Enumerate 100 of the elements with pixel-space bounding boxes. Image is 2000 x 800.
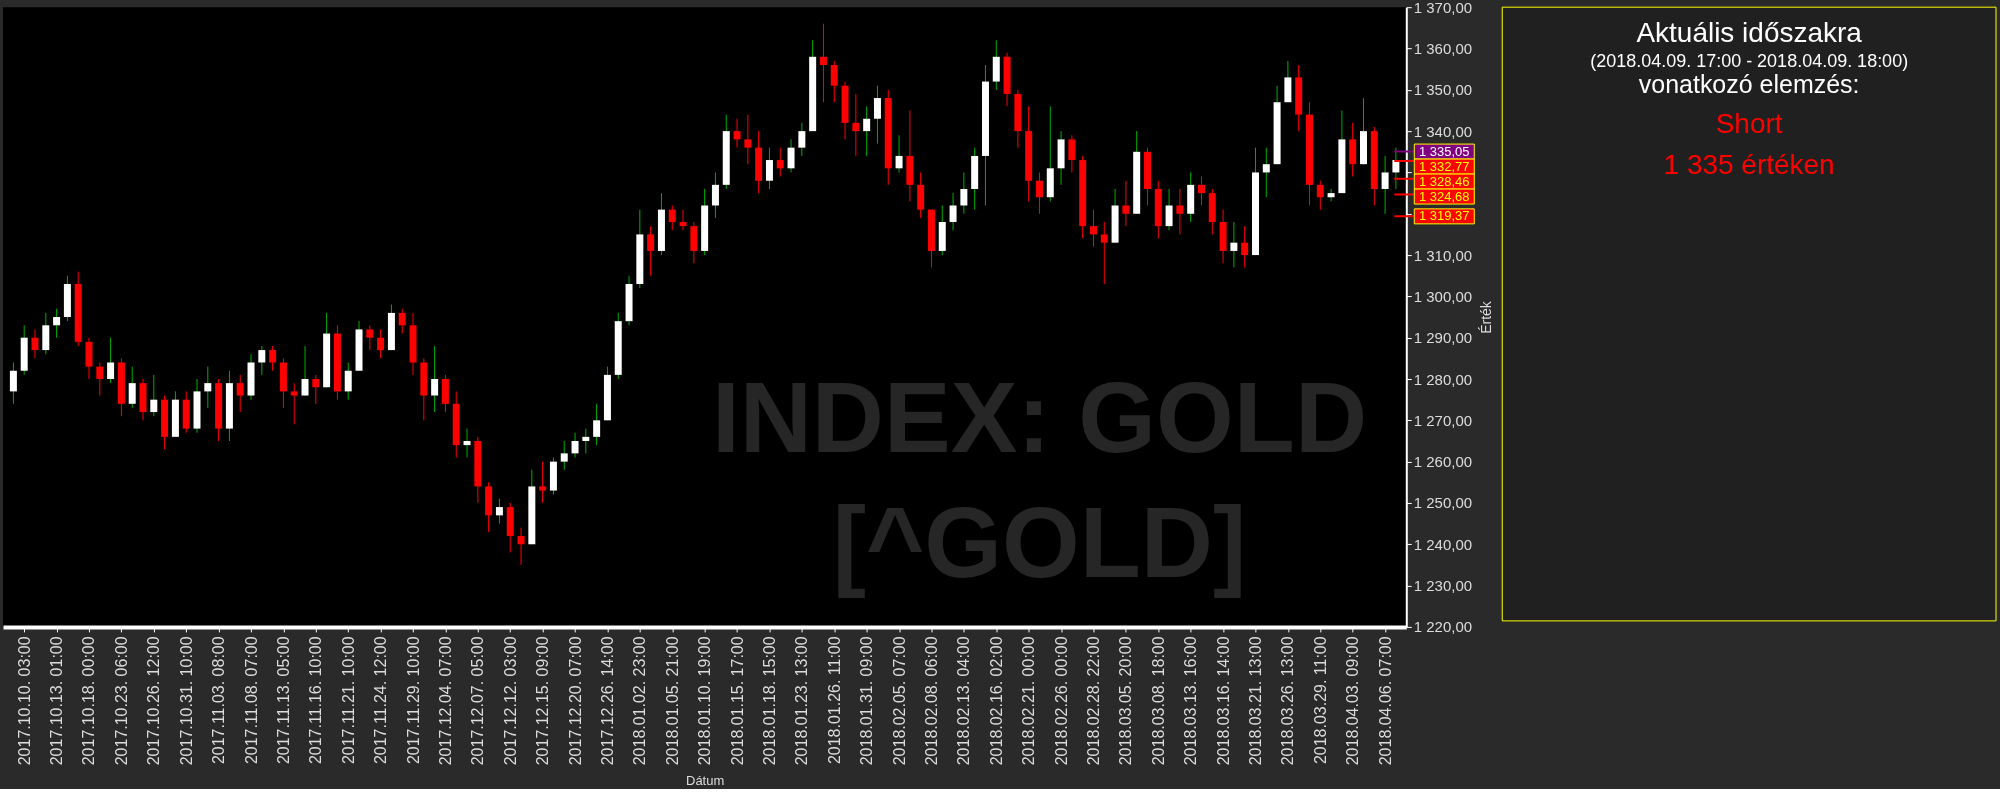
x-tick-label: 2017.12.12. 03:00 [501,636,519,766]
x-tick-label: 2017.12.20. 07:00 [566,636,584,766]
candlestick [1122,180,1130,227]
x-tick-label: 2017.10.26. 12:00 [145,636,163,766]
candlestick [960,171,968,215]
x-tick-label: 2018.03.21. 13:00 [1246,636,1264,766]
candlestick [819,23,827,103]
candlestick [204,366,212,409]
candlestick [258,345,266,376]
x-tick-label: 2018.04.06. 07:00 [1376,636,1394,766]
x-tick-label: 2018.01.31. 09:00 [858,636,876,766]
candlestick [290,382,298,425]
x-tick-label: 2018.03.16. 14:00 [1214,636,1232,766]
x-tick-label: 2018.01.05. 21:00 [663,636,681,766]
x-tick-label: 2017.11.29. 10:00 [404,636,422,765]
y-tick-label: 1 270,00 [1413,411,1473,429]
x-tick-label: 2017.11.03. 08:00 [210,636,228,765]
x-tick-label: 2017.10.18. 00:00 [80,636,98,766]
y-tick-label: 1 250,00 [1413,494,1473,512]
x-tick-label: 2018.02.28. 22:00 [1084,636,1102,766]
candlestick [431,345,439,413]
x-tick-label: 2018.03.08. 18:00 [1149,636,1167,766]
candlestick [668,204,676,231]
x-tick-label: 2017.12.04. 07:00 [436,636,454,766]
candlestick [236,374,244,413]
candlestick [269,345,277,372]
text: vonatkozó elemzés: [1638,70,1860,99]
x-tick-label: 2018.01.15. 17:00 [728,636,746,766]
candlestick [765,147,773,190]
candlestick [830,60,838,103]
candlestick [1100,221,1108,285]
x-tick-label: 2017.12.07. 05:00 [469,636,487,766]
y-axis-title: Érték [1478,300,1495,334]
x-axis-title: Dátum [686,773,725,789]
candlestick [517,527,525,566]
candlestick [366,324,374,351]
x-tick-label: 2017.12.15. 09:00 [534,636,552,766]
candlestick [776,147,784,178]
x-tick-label: 2018.01.26. 11:00 [825,636,843,765]
candlestick [107,337,115,384]
text: 1 335 értéken [1663,149,1835,181]
candlestick [798,122,806,157]
candlestick [1381,155,1389,215]
x-tick-label: 2017.10.13. 01:00 [48,636,66,766]
x-tick-label: 2017.10.10. 03:00 [15,636,33,766]
y-tick-label: 1 260,00 [1413,453,1473,471]
x-tick-label: 2018.02.26. 00:00 [1052,636,1070,766]
candlestick [895,134,903,173]
x-tick-label: 2017.12.26. 14:00 [598,636,616,766]
candlestick [787,138,795,173]
candlestick [711,171,719,219]
candlestick [1035,171,1043,215]
candlestick [571,432,579,458]
candlestick [582,428,590,454]
candlestick [96,361,104,397]
y-tick-label: 1 360,00 [1413,40,1473,57]
ref-line-label: 1 319,37 [1419,208,1470,224]
x-tick-label: 2018.03.05. 20:00 [1117,636,1135,766]
candlestick [53,308,61,339]
x-tick-label: 2017.11.21. 10:00 [339,636,357,765]
text: Short [1715,108,1783,140]
y-tick-label: 1 370,00 [1413,0,1473,16]
ref-line-label: 1 332,77 [1419,158,1470,174]
x-tick-label: 2018.04.03. 09:00 [1344,636,1362,766]
candlestick [1165,188,1173,231]
x-tick-label: 2017.11.13. 05:00 [274,636,292,765]
x-tick-label: 2017.10.23. 06:00 [112,636,130,766]
candlestick [495,498,503,525]
candlestick [1176,188,1184,235]
candlestick [1316,180,1324,211]
x-tick-label: 2018.01.10. 19:00 [696,636,714,766]
y-tick-label: 1 300,00 [1413,287,1473,305]
x-tick-label: 2018.03.13. 16:00 [1182,636,1200,766]
x-tick-label: 2018.03.29. 11:00 [1311,636,1329,765]
x-tick-label: 2017.11.08. 07:00 [242,636,260,765]
candlestick [733,118,741,149]
ref-line-label: 1 335,05 [1419,143,1470,159]
x-tick-label: 2018.02.16. 02:00 [987,636,1005,766]
x-tick-label: 2018.02.08. 06:00 [922,636,940,766]
candlestick [1327,188,1335,202]
candlestick [128,366,136,409]
x-tick-label: 2017.10.31. 10:00 [177,636,195,766]
text: Aktuális időszakra [1636,17,1863,49]
ref-line-label: 1 328,46 [1419,173,1470,189]
x-tick-label: 2017.11.16. 10:00 [307,636,325,765]
candlestick [1241,225,1249,268]
candlestick [949,192,957,231]
x-tick-label: 2018.02.05. 07:00 [890,636,908,766]
ref-line-label: 1 324,68 [1419,188,1470,204]
candlestick [1068,134,1076,173]
x-tick-label: 2018.02.13. 04:00 [955,636,973,766]
candlestick [539,461,547,504]
candlestick [1089,209,1097,248]
candlestick [31,328,39,359]
candlestick [312,374,320,405]
candlestick [1197,176,1205,206]
candlestick [873,85,881,145]
candlestick [863,105,871,157]
candlestick [852,93,860,157]
candlestick [9,361,17,405]
